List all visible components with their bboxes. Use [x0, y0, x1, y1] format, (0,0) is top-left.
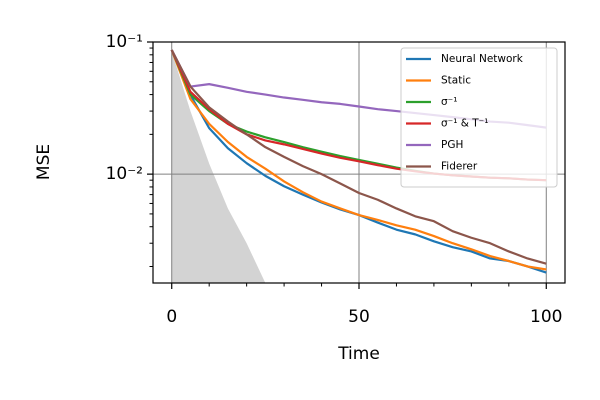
- y-tick-label: 10⁻¹: [106, 32, 143, 52]
- y-axis-label: MSE: [34, 144, 54, 180]
- x-axis-label: Time: [337, 344, 380, 364]
- series-line: [170, 49, 547, 271]
- legend-label: Neural Network: [441, 53, 524, 65]
- legend-box: [400, 47, 558, 188]
- x-tick-label: 50: [348, 307, 370, 327]
- shaded-area: [171, 51, 266, 284]
- y-tick-label: 10⁻²: [106, 164, 143, 184]
- legend: Neural Network Static σ⁻¹ σ⁻¹ & T⁻¹ PGH Fider…: [400, 47, 558, 188]
- series-line: [170, 49, 547, 265]
- plot-frame: [152, 41, 566, 284]
- x-tick-label: 100: [530, 307, 562, 327]
- legend-label: Fiderer: [441, 161, 478, 173]
- legend-label: σ⁻¹: [441, 96, 457, 108]
- x-tick-label: 0: [166, 307, 177, 327]
- legend-label: Static: [441, 75, 471, 87]
- legend-label: σ⁻¹ & T⁻¹: [441, 118, 488, 130]
- legend-label: PGH: [441, 139, 463, 151]
